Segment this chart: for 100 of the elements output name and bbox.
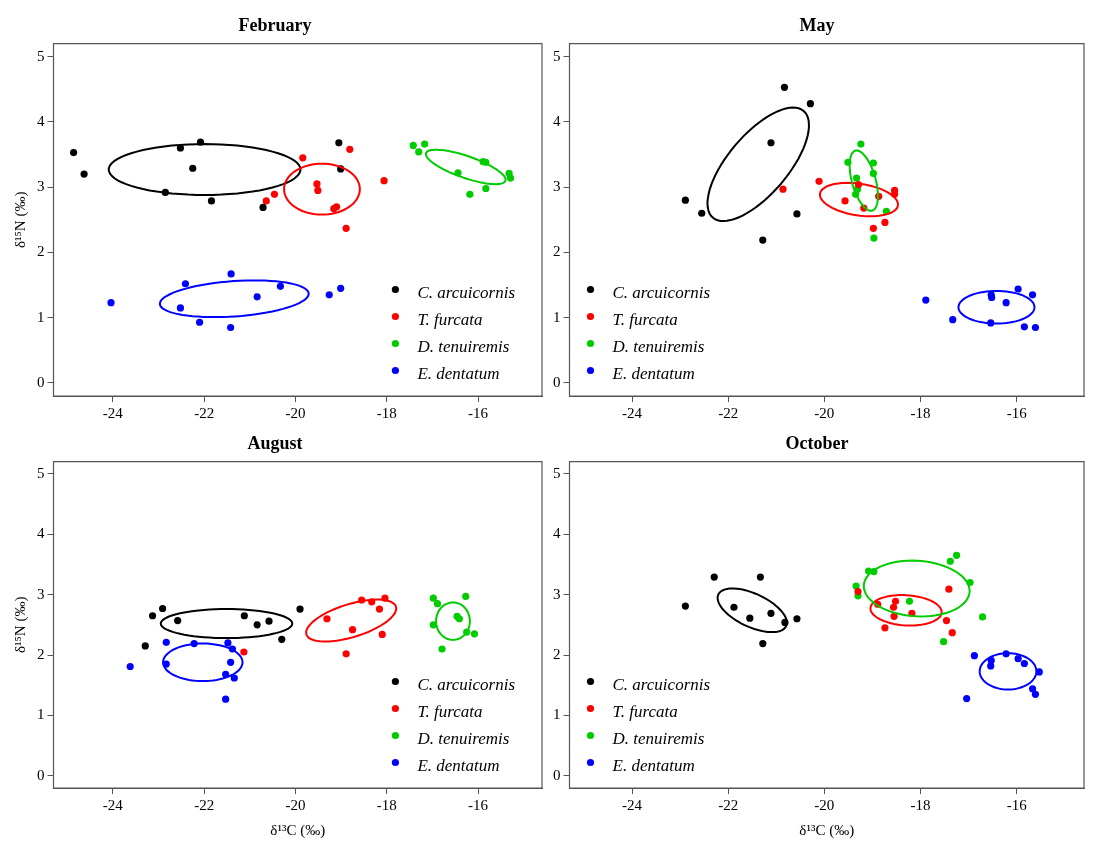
point [433,600,442,608]
legend-label: D. tenuiremis [611,728,705,748]
point [890,612,898,620]
point [963,694,971,703]
point [253,621,261,629]
point [746,614,754,622]
y-tick-label: 4 [553,112,561,129]
legend-label: C. arcuicornis [417,282,516,302]
point [869,224,877,232]
point [174,616,182,625]
point [348,626,357,634]
legend-label: T. furcata [612,309,678,329]
chart-title: October [785,433,849,454]
point [335,139,343,147]
point [189,164,197,172]
legend-label: T. furcata [417,701,483,721]
point [1020,323,1028,331]
x-tick-label: -24 [622,404,643,421]
legend-label: T. furcata [612,701,678,721]
point [466,190,474,198]
point [730,603,738,611]
y-tick-label: 5 [553,47,561,64]
point [779,185,787,193]
x-tick-label: -16 [1006,796,1028,813]
point [262,197,270,205]
point [325,291,333,299]
point [698,209,706,217]
point [207,197,216,205]
point [756,573,764,581]
point [375,605,384,613]
point [253,293,261,301]
point [227,270,235,278]
y-tick-label: 3 [37,585,45,602]
point [438,645,446,653]
point [793,210,801,218]
point [222,695,230,703]
x-tick-label: -22 [194,404,215,421]
point [942,616,951,625]
y-tick-label: 3 [553,178,561,195]
point [881,218,889,227]
x-tick-label: -18 [910,796,931,813]
y-tick-label: 0 [37,766,45,783]
x-tick-label: -24 [102,404,124,421]
point [1002,299,1010,307]
point [240,648,248,656]
point [126,662,134,671]
point [710,573,718,581]
point [506,174,515,182]
y-axis-title: δ¹⁵N (‰) [11,596,29,653]
y-tick-label: 3 [553,585,561,602]
y-tick-label: 0 [37,373,45,390]
point [462,592,470,600]
legend-label: E. dentatum [611,363,695,383]
point [1031,690,1040,698]
y-axis-title: δ¹⁵N (‰) [11,191,29,248]
point [870,234,878,242]
x-tick-label: -22 [194,796,215,813]
y-tick-label: 1 [37,706,45,723]
point [1035,668,1043,676]
point [342,650,350,658]
point [889,603,898,611]
point [80,170,88,178]
point [421,140,429,148]
point [378,630,386,639]
point [1020,659,1028,668]
y-tick-label: 4 [37,525,45,542]
x-tick-label: -24 [622,796,643,813]
y-tick-label: 5 [553,464,561,481]
legend-label: E. dentatum [416,755,500,775]
point [939,638,948,646]
point [162,638,170,646]
y-tick-label: 2 [553,645,561,662]
x-tick-label: -16 [468,796,489,813]
x-tick-label: -22 [718,796,739,813]
point [759,236,767,244]
point [227,658,235,666]
point [323,615,331,623]
x-tick-label: -24 [102,796,124,813]
x-tick-label: -20 [814,796,835,813]
point [857,140,865,148]
legend-label: C. arcuicornis [417,674,516,694]
point [415,148,423,156]
point [313,180,321,188]
y-tick-label: 5 [37,47,45,64]
y-tick-label: 2 [37,243,45,260]
point [299,154,307,162]
point [922,296,930,304]
point [195,318,204,326]
point [987,662,995,670]
y-tick-label: 1 [553,308,561,325]
legend-label: C. arcuicornis [612,282,711,302]
point [159,604,167,613]
y-tick-label: 4 [37,112,45,129]
y-tick-label: 4 [553,525,561,542]
point [854,587,862,596]
point [107,299,115,307]
x-tick-label: -18 [376,404,397,421]
x-tick-label: -20 [285,404,306,421]
point [409,141,417,149]
point [841,197,849,205]
